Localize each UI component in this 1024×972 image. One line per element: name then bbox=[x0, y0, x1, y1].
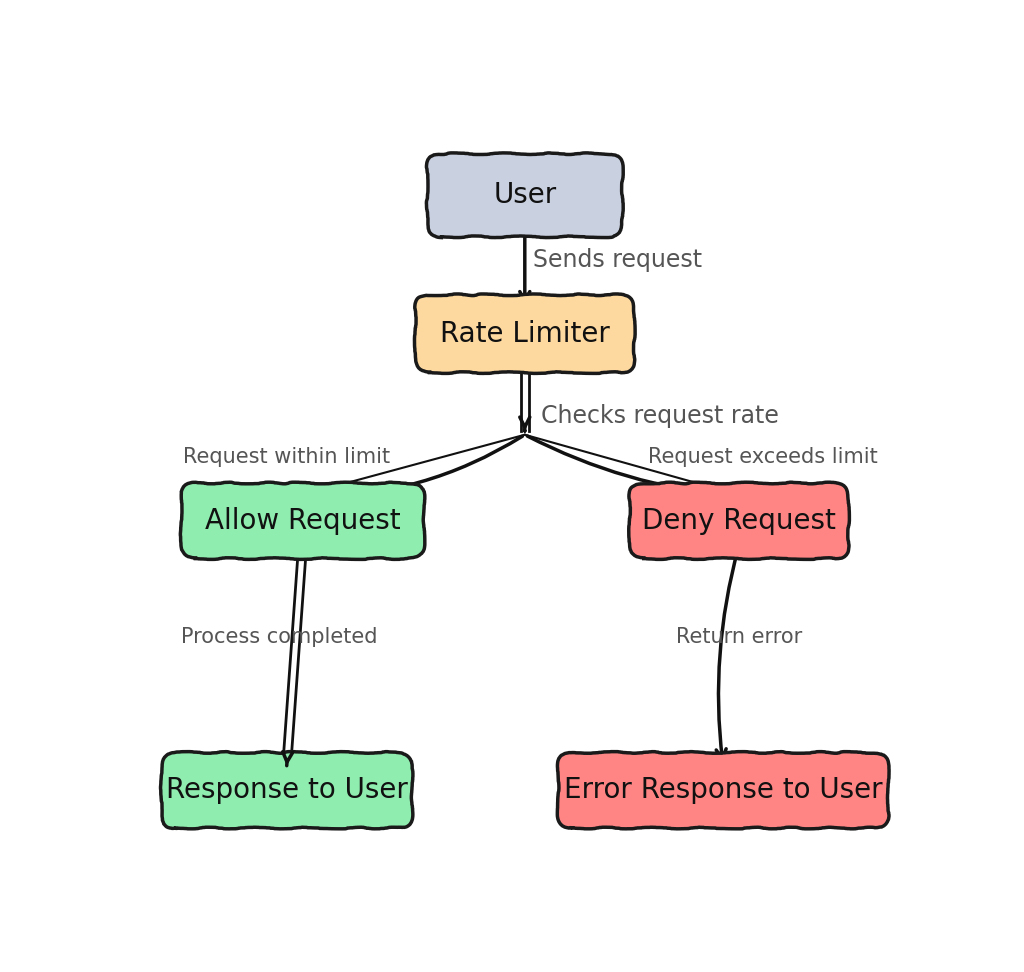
Text: Sends request: Sends request bbox=[532, 248, 701, 272]
FancyBboxPatch shape bbox=[162, 752, 412, 828]
FancyBboxPatch shape bbox=[427, 154, 623, 237]
Text: Process completed: Process completed bbox=[180, 627, 377, 646]
FancyBboxPatch shape bbox=[558, 752, 888, 828]
Text: Allow Request: Allow Request bbox=[205, 506, 400, 535]
Text: Deny Request: Deny Request bbox=[642, 506, 836, 535]
Text: Error Response to User: Error Response to User bbox=[564, 777, 883, 804]
Text: Request exceeds limit: Request exceeds limit bbox=[648, 447, 878, 468]
Text: Rate Limiter: Rate Limiter bbox=[440, 320, 609, 348]
Text: Checks request rate: Checks request rate bbox=[541, 404, 778, 428]
FancyBboxPatch shape bbox=[416, 295, 634, 372]
Text: User: User bbox=[494, 181, 556, 209]
Text: Response to User: Response to User bbox=[166, 777, 408, 804]
Text: Request within limit: Request within limit bbox=[183, 447, 390, 468]
FancyBboxPatch shape bbox=[181, 483, 424, 559]
FancyBboxPatch shape bbox=[630, 483, 849, 559]
Text: Return error: Return error bbox=[676, 627, 802, 646]
